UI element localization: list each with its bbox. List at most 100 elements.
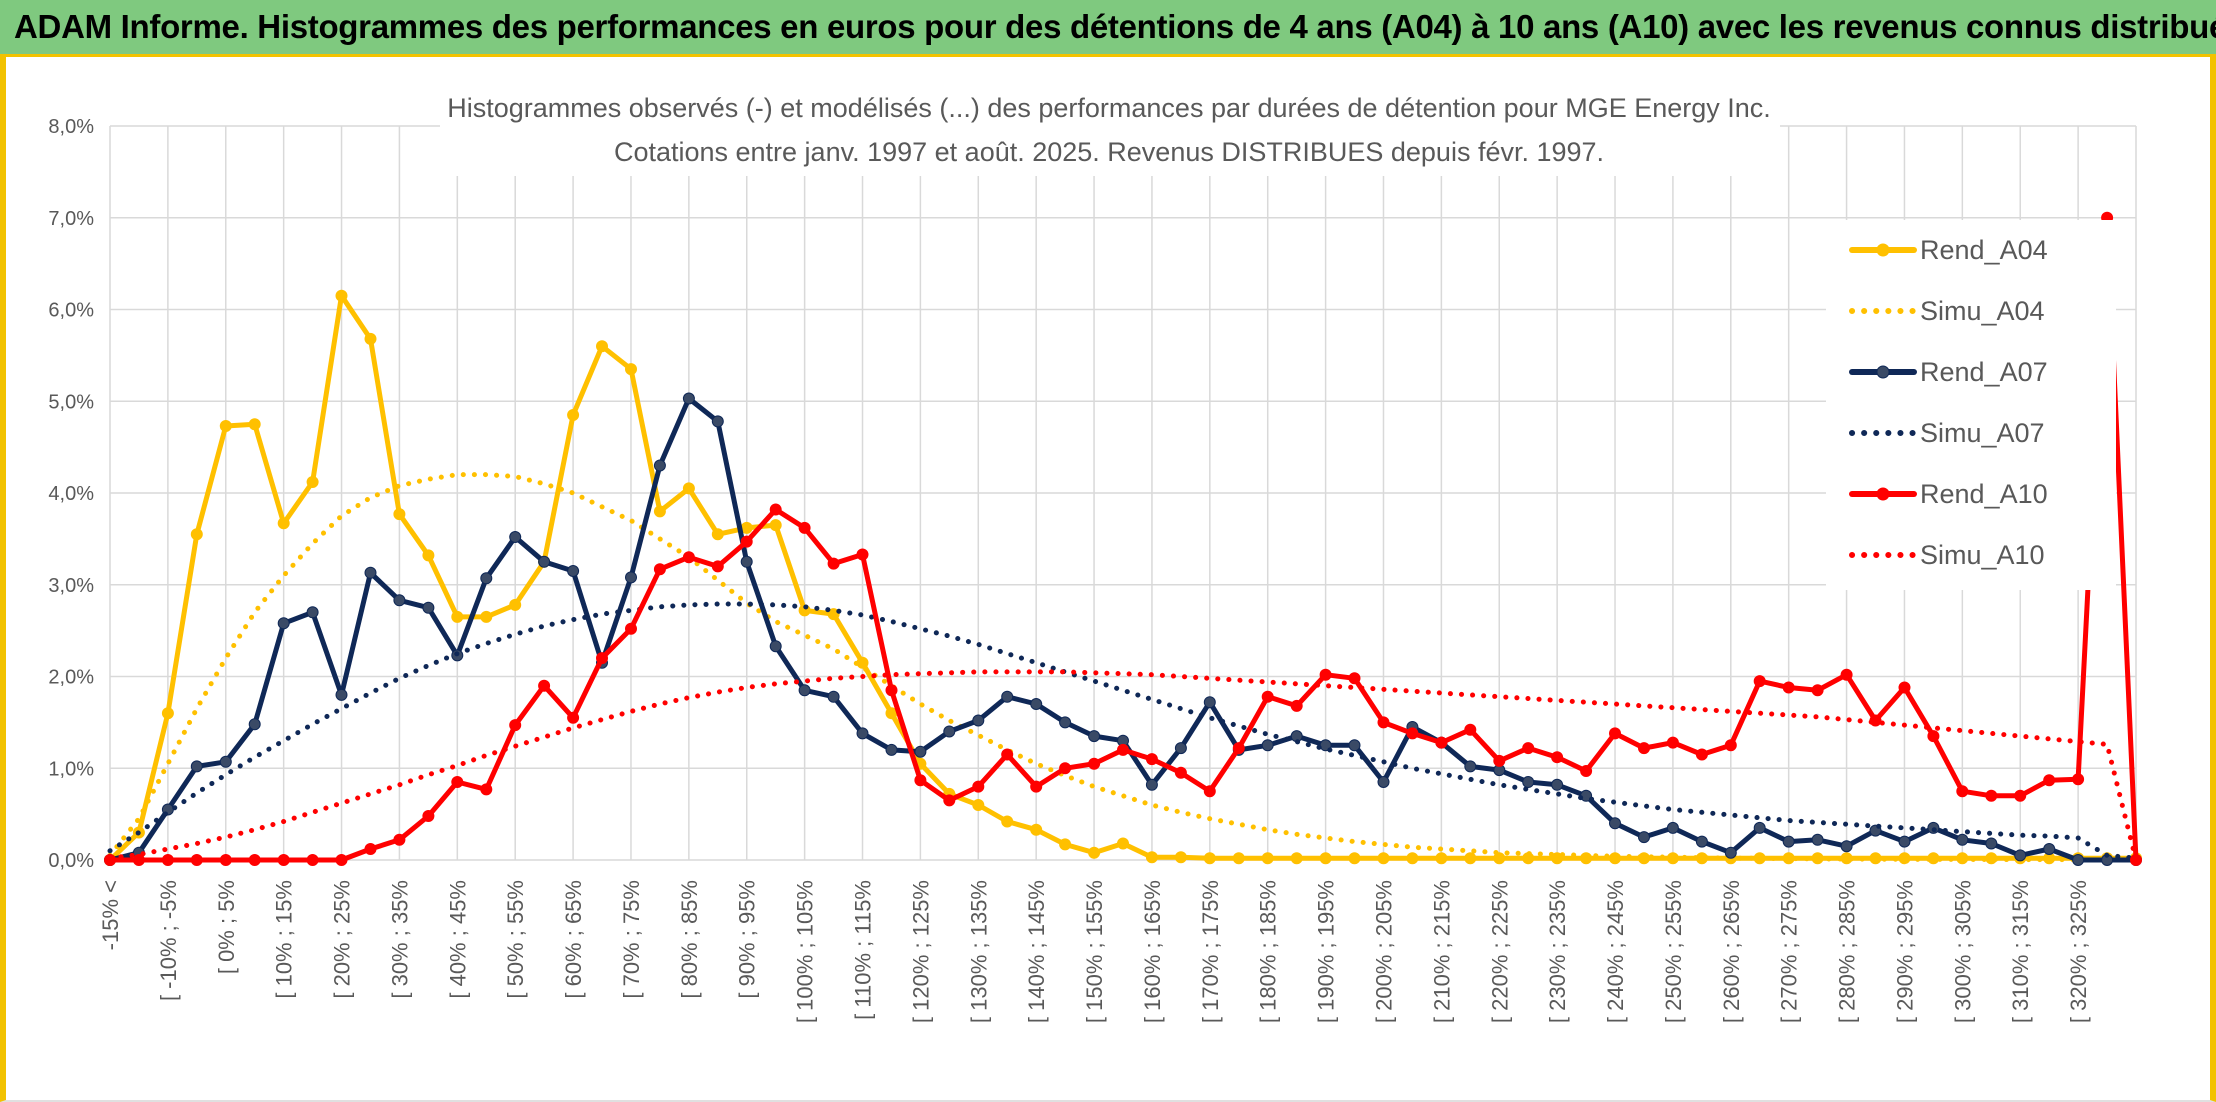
x-tick-label: -15% < [98, 880, 123, 950]
data-point [1493, 754, 1506, 767]
data-point [682, 392, 695, 405]
x-tick-label: [ 220% ; 225% [1487, 880, 1512, 1023]
y-tick-label: 6,0% [48, 300, 94, 322]
data-point [1985, 837, 1998, 850]
data-point [1001, 690, 1014, 703]
y-tick-label: 5,0% [48, 391, 94, 413]
series-markers-Rend_A10 [104, 211, 2142, 866]
data-point [1551, 751, 1564, 764]
x-tick-label: [ 20% ; 25% [330, 880, 355, 999]
data-point [682, 482, 695, 495]
data-point [567, 409, 580, 421]
report-title: ADAM Informe. Histogrammes des performan… [14, 8, 2216, 45]
data-point [567, 711, 580, 724]
data-point [1203, 852, 1216, 865]
legend-label-Simu_A04: Simu_A04 [1920, 296, 2045, 326]
data-point [1638, 742, 1650, 755]
data-point [1551, 778, 1564, 791]
data-point [1319, 668, 1332, 681]
data-point [1695, 835, 1708, 848]
data-point [596, 340, 608, 353]
data-point [769, 640, 782, 653]
data-point [1840, 840, 1853, 853]
data-point [451, 610, 464, 623]
data-point [1088, 757, 1101, 770]
data-point [1753, 675, 1766, 688]
data-point [1001, 815, 1014, 828]
x-tick-label: [ 90% ; 95% [735, 880, 760, 999]
data-point [306, 606, 319, 619]
data-point [1232, 852, 1245, 865]
data-point [1898, 681, 1911, 694]
data-point [1464, 760, 1477, 773]
x-tick-label: [ 310% ; 315% [2008, 880, 2033, 1023]
data-point [943, 725, 956, 738]
data-point [509, 531, 522, 543]
data-point [653, 505, 666, 518]
data-point [1088, 730, 1101, 743]
data-point [364, 332, 377, 345]
chart-frame [0, 57, 2216, 1102]
data-point [248, 854, 261, 866]
data-point [1493, 852, 1506, 865]
x-tick-label: [ 270% ; 275% [1777, 880, 1802, 1023]
x-tick-label: [ 180% ; 185% [1256, 880, 1281, 1023]
legend-label-Rend_A04: Rend_A04 [1920, 235, 2048, 265]
data-point [827, 690, 840, 703]
x-tick-label: [ 40% ; 45% [445, 880, 470, 999]
data-point [711, 415, 724, 428]
data-point [567, 565, 580, 577]
data-point [1811, 833, 1824, 846]
data-point [1348, 672, 1361, 685]
data-point [1261, 739, 1274, 752]
data-point [1377, 852, 1390, 865]
y-tick-label: 3,0% [48, 575, 94, 597]
data-point [248, 718, 261, 731]
data-point [277, 517, 290, 530]
data-point [1985, 789, 1998, 802]
report-banner: ADAM Informe. Histogrammes des performan… [0, 0, 2216, 57]
y-tick-label: 2,0% [48, 667, 94, 689]
data-point [1348, 852, 1361, 865]
data-point [1898, 835, 1911, 848]
data-point [1377, 776, 1390, 788]
x-tick-label: [ 70% ; 75% [619, 880, 644, 999]
data-point [1203, 785, 1216, 798]
data-point [1811, 684, 1824, 697]
data-point [625, 571, 637, 584]
data-point [1059, 762, 1072, 775]
data-point [1753, 821, 1766, 834]
data-point [1088, 846, 1101, 859]
data-point [219, 755, 232, 768]
data-point [943, 794, 956, 807]
chart-subtitle: Cotations entre janv. 1997 et août. 2025… [614, 137, 1604, 167]
series-markers-Rend_A04 [104, 289, 2142, 866]
data-point [480, 572, 493, 585]
data-point [1117, 743, 1129, 756]
data-point [625, 363, 637, 376]
legend-label-Simu_A10: Simu_A10 [1920, 540, 2045, 570]
data-point [1753, 852, 1766, 865]
data-point [306, 476, 319, 488]
data-point [422, 810, 435, 822]
data-point [1927, 730, 1940, 743]
data-point [2014, 789, 2027, 802]
data-point [1666, 821, 1679, 834]
data-point [1609, 727, 1621, 740]
data-point [1059, 716, 1072, 729]
data-point [451, 776, 464, 788]
data-point [1145, 778, 1158, 791]
data-point [1435, 852, 1448, 865]
data-point [1174, 851, 1187, 864]
data-point [1580, 765, 1593, 777]
x-tick-label: [ 170% ; 175% [1198, 880, 1223, 1023]
data-point [1666, 736, 1679, 749]
data-point [1059, 838, 1072, 851]
x-tick-label: [ 150% ; 155% [1082, 880, 1107, 1023]
x-tick-label: [ 80% ; 85% [677, 880, 702, 999]
x-tick-label: [ 160% ; 165% [1140, 880, 1165, 1023]
data-point [914, 745, 927, 758]
data-point [1174, 742, 1187, 755]
x-tick-label: [ 10% ; 15% [272, 880, 297, 999]
data-point [1261, 852, 1274, 865]
